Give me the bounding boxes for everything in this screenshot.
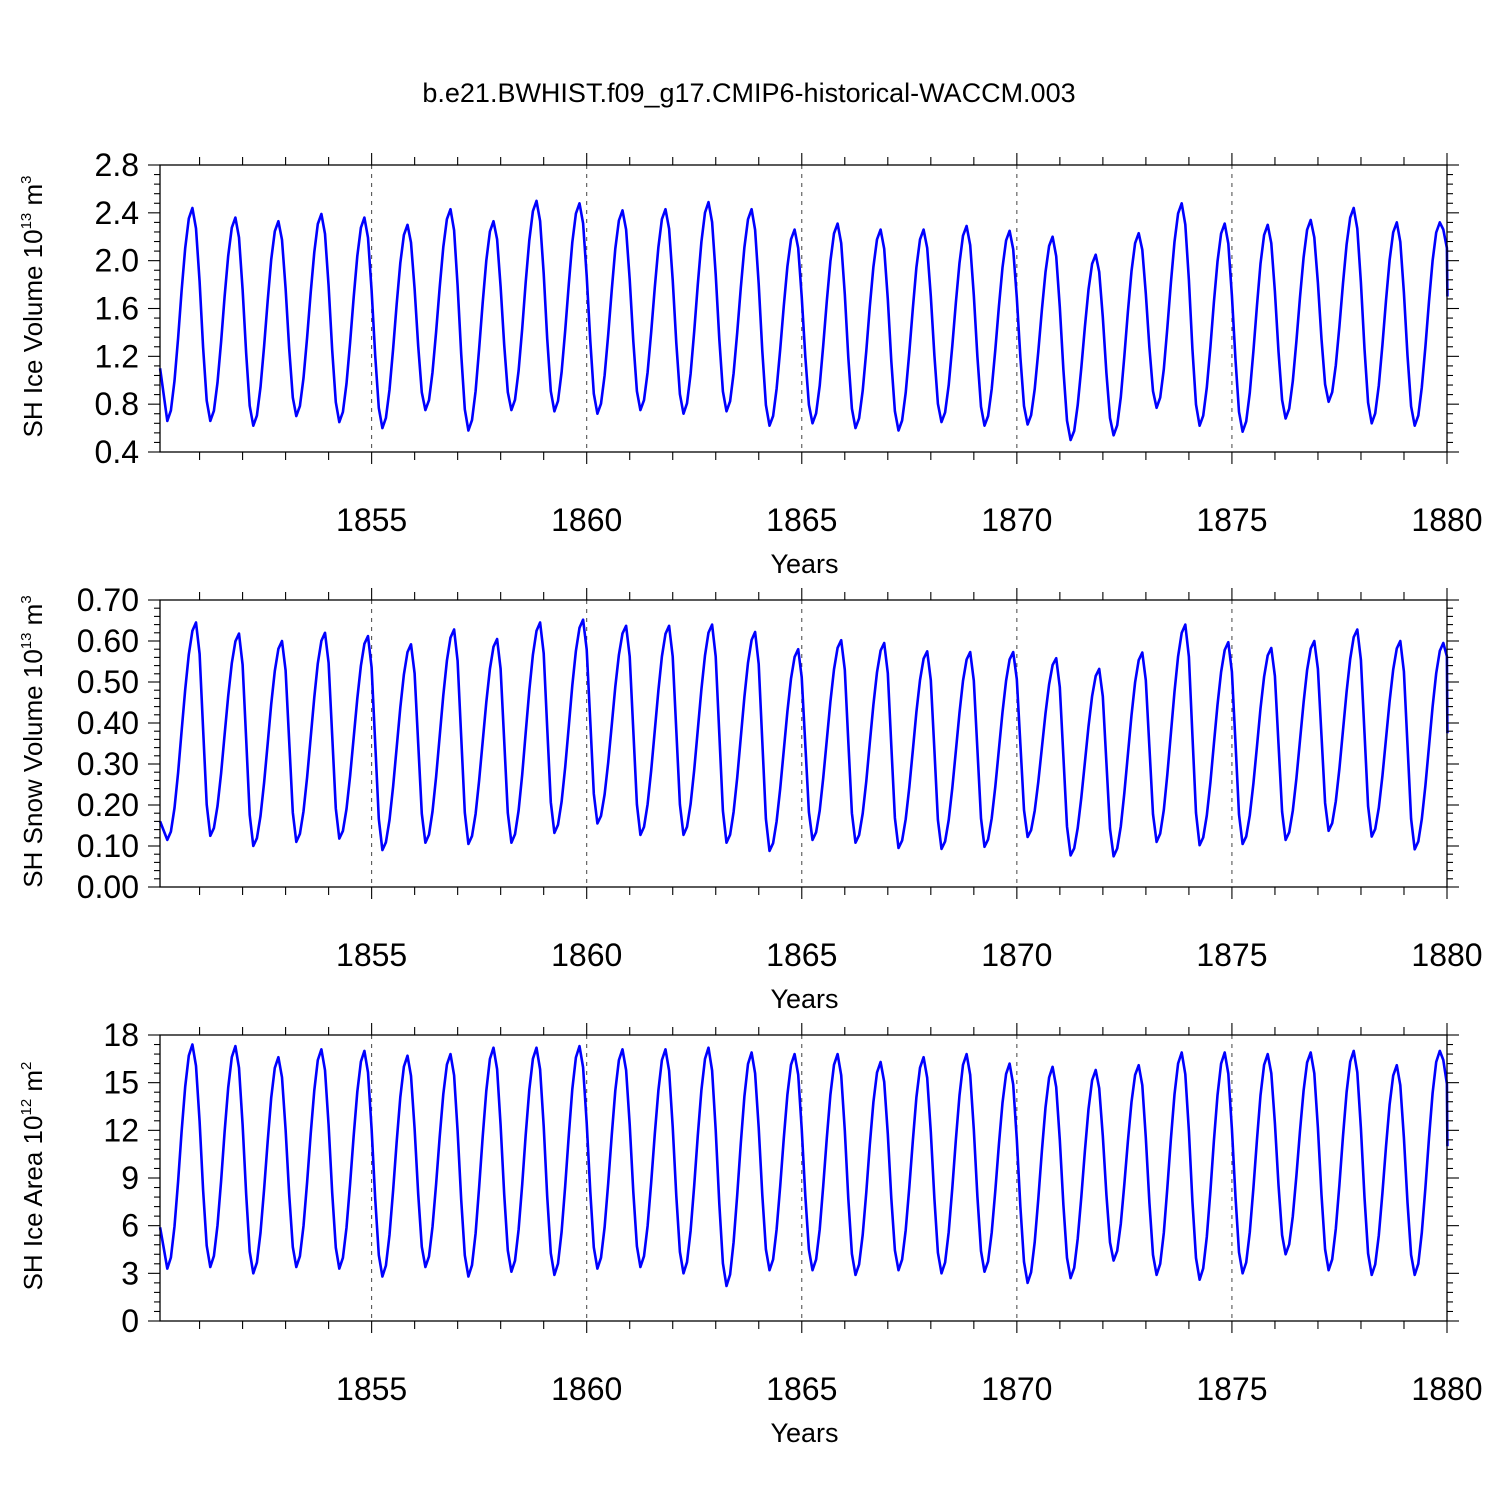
- x-tick-label: 1860: [551, 937, 622, 973]
- y-tick-label: 0.4: [95, 434, 139, 470]
- y-tick-label: 12: [103, 1112, 139, 1148]
- y-tick-label: 2.0: [95, 243, 139, 279]
- snow-volume-panel: 1855 1860 1865 1870 1875 1880 Years 0.00 0.10 0.2…: [18, 582, 1483, 1014]
- y-tick-label: 15: [103, 1065, 139, 1101]
- x-tick-label: 1860: [551, 1371, 622, 1407]
- y-tick-label: 0.60: [77, 623, 139, 659]
- y-tick-label: 9: [121, 1160, 139, 1196]
- y-tick-label: 0.70: [77, 582, 139, 618]
- ice-volume-line: [158, 199, 1449, 442]
- y-tick-label: 3: [121, 1255, 139, 1291]
- ice-area-panel: 1855 1860 1865 1870 1875 1880 Years 0 3 6 9 12 15 18 S…: [18, 1017, 1483, 1448]
- x-tick-label: 1875: [1196, 1371, 1267, 1407]
- x-tick-label: 1865: [766, 1371, 837, 1407]
- snow-volume-line: [158, 618, 1449, 858]
- figure-title: b.e21.BWHIST.f09_g17.CMIP6-historical-WA…: [422, 78, 1075, 108]
- y-tick-label: 0.30: [77, 746, 139, 782]
- ice-volume-panel: 1855 1860 1865 1870 1875 1880 Years 0.4 0.8 1.2 1.…: [18, 147, 1483, 579]
- y-tick-label: 2.8: [95, 147, 139, 183]
- x-tick-label: 1865: [766, 937, 837, 973]
- y-axis-label: SH Ice Volume 1013 m3: [18, 175, 48, 437]
- y-tick-label: 0.50: [77, 664, 139, 700]
- y-tick-label: 18: [103, 1017, 139, 1053]
- x-tick-label: 1880: [1411, 1371, 1482, 1407]
- y-tick-label: 0.8: [95, 386, 139, 422]
- x-tick-label: 1870: [981, 1371, 1052, 1407]
- x-tick-label: 1860: [551, 502, 622, 538]
- x-axis-label: Years: [770, 984, 838, 1014]
- y-tick-label: 1.6: [95, 291, 139, 327]
- x-tick-label: 1880: [1411, 502, 1482, 538]
- x-tick-label: 1870: [981, 937, 1052, 973]
- x-axis-label: Years: [770, 1418, 838, 1448]
- x-tick-label: 1875: [1196, 937, 1267, 973]
- y-tick-label: 1.2: [95, 338, 139, 374]
- x-tick-label: 1870: [981, 502, 1052, 538]
- x-tick-label: 1880: [1411, 937, 1482, 973]
- x-tick-label: 1855: [336, 1371, 407, 1407]
- x-tick-label: 1865: [766, 502, 837, 538]
- y-tick-label: 0.40: [77, 705, 139, 741]
- y-axis-label: SH Ice Area 1012 m2: [18, 1062, 48, 1291]
- x-tick-label: 1875: [1196, 502, 1267, 538]
- ice-area-line: [158, 1043, 1449, 1288]
- x-tick-label: 1855: [336, 502, 407, 538]
- plot-frame: [159, 599, 1448, 888]
- y-tick-label: 0.20: [77, 787, 139, 823]
- y-tick-label: 0: [121, 1303, 139, 1339]
- y-tick-label: 0.10: [77, 828, 139, 864]
- y-tick-label: 6: [121, 1208, 139, 1244]
- x-axis-label: Years: [770, 549, 838, 579]
- y-tick-label: 2.4: [95, 195, 139, 231]
- y-axis-label: SH Snow Volume 1013 m3: [18, 595, 48, 887]
- y-tick-label: 0.00: [77, 869, 139, 905]
- x-tick-label: 1855: [336, 937, 407, 973]
